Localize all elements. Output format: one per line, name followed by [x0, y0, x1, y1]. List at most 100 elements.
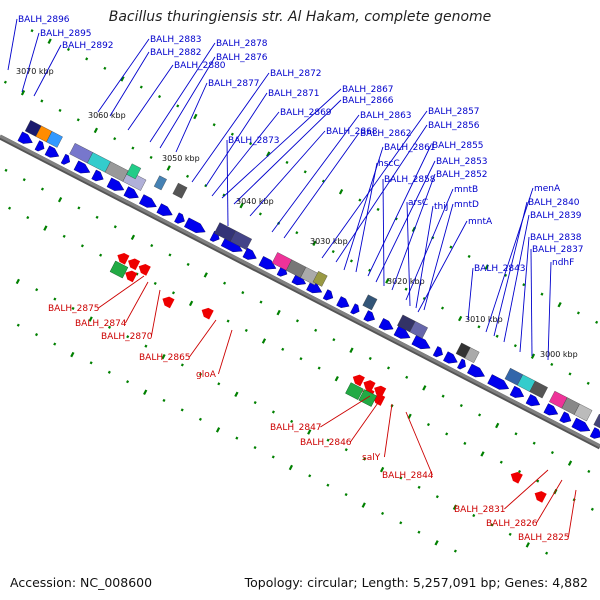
grid-dot [99, 253, 103, 257]
forward-gene-label: BALH_2896 [18, 15, 70, 25]
grid-dot [508, 532, 512, 536]
genome-summary-text: Topology: circular; Length: 5,257,091 bp… [244, 575, 588, 590]
grid-dot [223, 281, 227, 285]
grid-dot [85, 57, 89, 61]
grid-dot [22, 178, 26, 182]
forward-gene-label: BALH_2837 [532, 245, 584, 255]
grid-dot [57, 196, 63, 203]
forward-gene-label: BALH_2876 [216, 53, 268, 63]
grid-dot [43, 225, 48, 231]
grid-dot [349, 259, 353, 263]
grid-dot [386, 366, 391, 370]
grid-dot [303, 170, 307, 174]
gene-arrow-shape [571, 417, 591, 432]
grid-dot [168, 253, 172, 257]
gene-arrow-shape [510, 472, 523, 484]
forward-gene-arrow [138, 194, 157, 208]
grid-dot [362, 457, 367, 461]
grid-dot [153, 281, 157, 285]
grid-dot [271, 410, 275, 414]
forward-label-leader [355, 162, 378, 273]
grid-dot [171, 291, 175, 295]
forward-gene-label: mntB [454, 185, 478, 195]
grid-dot [26, 215, 30, 220]
grid-dot [530, 353, 536, 359]
reverse-gene-label: BALH_2825 [518, 533, 570, 543]
forward-gene-arrow [73, 160, 91, 174]
reverse-label-leader [567, 489, 577, 538]
grid-dot [467, 254, 471, 259]
forward-gene-arrow [467, 363, 485, 378]
reverse-gene-label: BALH_2865 [139, 353, 191, 363]
gene-arrow-shape [125, 270, 138, 283]
forward-label-leader [503, 214, 530, 343]
gene-arrow-shape [432, 346, 443, 358]
grid-dot [80, 244, 84, 248]
forward-gene-arrow [242, 247, 257, 260]
reverse-gene-label: BALH_2831 [454, 505, 506, 515]
grid-dot [404, 287, 408, 291]
forward-gene-arrow [156, 203, 173, 216]
grid-dot [361, 502, 366, 508]
grid-dot [385, 278, 390, 284]
forward-gene-label: BALH_2861 [384, 143, 436, 153]
forward-label-leader [423, 203, 454, 311]
grid-dot [186, 174, 190, 178]
forward-gene-label: BALH_2866 [342, 96, 394, 106]
grid-dot [484, 264, 489, 270]
reverse-label-leader [320, 395, 371, 428]
forward-label-leader [271, 114, 360, 233]
grid-dot [107, 325, 112, 329]
grid-dot [449, 245, 453, 249]
scale-label: 3010 kbp [465, 315, 503, 324]
grid-dot [440, 306, 445, 310]
scale-label: 3030 kbp [310, 237, 348, 246]
grid-dot [422, 385, 427, 391]
grid-dot [226, 319, 230, 323]
grid-dot [89, 361, 93, 365]
reverse-label-leader [350, 399, 381, 443]
forward-gene-label: BALH_2877 [208, 79, 260, 89]
grid-dot [258, 212, 262, 216]
grid-dot [590, 507, 594, 511]
reverse-label-leader [98, 275, 145, 309]
reverse-gene-arrow [162, 296, 175, 309]
grid-dot [16, 323, 20, 327]
gene-arrow-shape [91, 169, 104, 182]
gene-feature-block [593, 413, 600, 430]
forward-gene-arrow [258, 256, 277, 270]
grid-dot [568, 372, 572, 376]
reverse-gene-arrow [510, 472, 523, 484]
reverse-gene-labels: BALH_2875 BALH_2874 BALH_2870 BALH_2865 gloA… [48, 275, 577, 543]
grid-dot [239, 202, 244, 209]
forward-gene-arrow [184, 217, 206, 233]
forward-gene-arrow [34, 140, 45, 152]
forward-gene-arrow [123, 186, 139, 199]
forward-gene-label: BALH_2843 [474, 264, 526, 274]
forward-gene-arrow [432, 346, 443, 358]
forward-gene-label: arsC [408, 198, 428, 208]
grid-dot [40, 99, 44, 103]
grid-dot [480, 451, 485, 457]
grid-dot [217, 382, 221, 386]
grid-dot [8, 206, 12, 210]
grid-dot [399, 521, 403, 525]
grid-dot [399, 476, 403, 480]
gene-arrow-shape [174, 212, 185, 224]
reverse-gene-arrow [352, 374, 365, 387]
forward-label-leader [159, 56, 216, 149]
grid-dot [34, 333, 39, 337]
forward-gene-arrow [336, 296, 350, 308]
gene-feature-block [573, 403, 593, 422]
forward-label-leader [367, 144, 432, 277]
gene-arrow-shape [336, 296, 350, 308]
grid-dot [290, 419, 294, 423]
reverse-gene-label: BALH_2846 [300, 438, 352, 448]
forward-gene-label: BALH_2878 [216, 39, 268, 49]
forward-label-leader [7, 18, 18, 71]
forward-gene-label: BALH_2873 [228, 136, 280, 146]
grid-dot [95, 215, 99, 219]
grid-dot [259, 300, 263, 304]
gene-arrow-shape [443, 351, 458, 364]
